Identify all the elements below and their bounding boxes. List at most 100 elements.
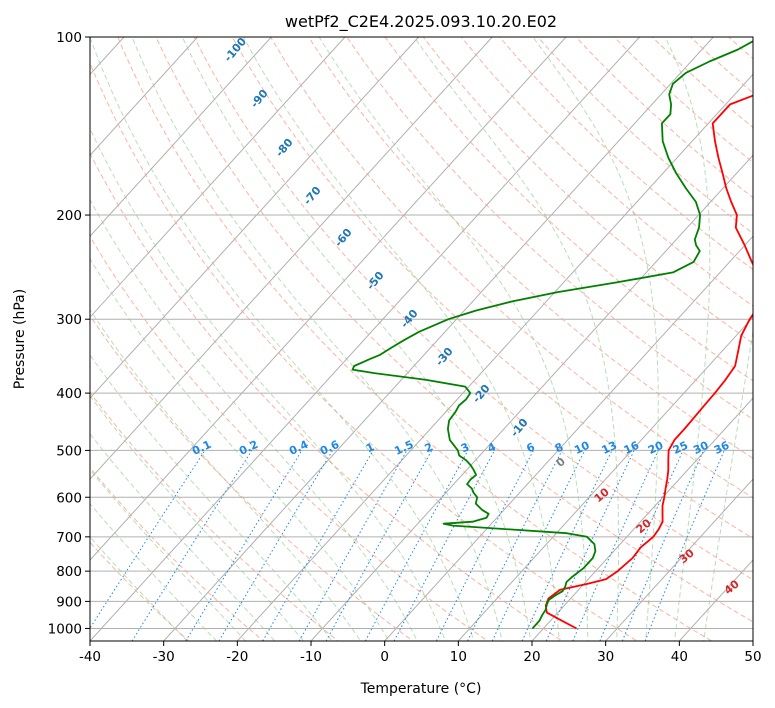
dry-adiabat-line <box>90 235 489 641</box>
dewpoint-line <box>351 40 753 630</box>
isotherm-line <box>531 397 753 641</box>
mixing-ratio-label: 25 <box>671 439 690 457</box>
isotherm-line <box>90 37 640 641</box>
data-lines <box>351 40 753 630</box>
isotherm-line <box>90 37 567 561</box>
dry-adiabat-line <box>193 37 753 581</box>
moist-adiabat-line <box>243 37 560 641</box>
dry-adiabat-label: -20 <box>470 382 493 406</box>
mixing-ratio-label: 0.2 <box>237 438 260 458</box>
moist-adiabat-line <box>90 257 390 641</box>
dry-adiabat-label: -40 <box>398 307 421 331</box>
mixing-ratio-label: 20 <box>646 439 666 457</box>
dry-adiabat-line <box>90 152 564 641</box>
dry-adiabat-line <box>308 37 753 459</box>
dry-adiabat-line <box>752 24 775 653</box>
moist-adiabat-label: 0 <box>554 455 568 470</box>
dry-adiabat-line <box>384 37 753 382</box>
isotherm-line <box>90 37 419 399</box>
mixing-ratio-label: 0.1 <box>190 438 213 458</box>
mixing-ratio-label: 0.6 <box>318 438 341 458</box>
dry-adiabat-line <box>90 541 190 641</box>
mixing-ratio-line <box>435 450 534 641</box>
moist-adiabat-line <box>90 354 333 641</box>
moist-adiabat-label: 30 <box>677 546 697 566</box>
x-tick-label: 50 <box>744 649 761 665</box>
x-tick-label: -20 <box>226 649 248 665</box>
moist-adiabat-line <box>90 536 188 641</box>
y-tick-label: 900 <box>56 594 82 610</box>
mixing-ratio-label: 3 <box>459 440 471 455</box>
dry-adiabat-line <box>727 37 753 60</box>
moist-adiabat-line <box>532 37 659 641</box>
moist-adiabat-line <box>703 327 753 641</box>
isotherm-line <box>384 235 753 641</box>
x-tick-label: 20 <box>523 649 540 665</box>
temperature-line <box>544 94 753 630</box>
mixing-ratio-label: 30 <box>691 439 711 457</box>
moist-adiabat-line <box>90 198 418 641</box>
mixing-ratio-line <box>491 450 586 641</box>
mixing-ratio-line <box>262 450 374 641</box>
y-tick-label: 700 <box>56 530 82 546</box>
x-tick-label: 0 <box>380 649 389 665</box>
mixing-ratio-line <box>621 450 705 641</box>
plot-frame <box>89 36 754 642</box>
mixing-ratio-label: 16 <box>622 439 642 457</box>
y-tick-label: 100 <box>56 30 82 46</box>
dry-adiabat-line <box>155 37 753 623</box>
mixing-ratio-line <box>572 450 659 641</box>
dry-adiabat-line <box>90 391 340 641</box>
mixing-ratio-label: 36 <box>712 439 732 457</box>
x-tick-label: -40 <box>79 649 101 665</box>
y-tick-label: 300 <box>56 312 82 328</box>
isotherm-line <box>457 316 753 641</box>
mixing-ratio-label: 13 <box>600 439 619 457</box>
x-tick-label: 30 <box>597 649 614 665</box>
dry-adiabat-line <box>90 466 265 641</box>
isotherm-line <box>90 37 198 156</box>
mixing-ratio-line <box>467 450 563 641</box>
dry-adiabat-label: -90 <box>248 87 271 111</box>
y-tick-label: 200 <box>56 208 82 224</box>
x-tick-label: 10 <box>450 649 467 665</box>
y-tick-label: 600 <box>56 490 82 506</box>
mixing-ratio-line <box>298 450 408 641</box>
moist-adiabat-label: 40 <box>722 577 742 597</box>
dry-adiabat-line <box>269 37 753 499</box>
chart-title: wetPf2_C2E4.2025.093.10.20.E02 <box>285 12 557 32</box>
dry-adiabat-line <box>537 37 753 235</box>
mixing-ratio-line <box>545 450 635 641</box>
moist-adiabat-line <box>90 308 362 641</box>
y-tick-label: 1000 <box>48 621 82 637</box>
x-axis-label: Temperature (°C) <box>360 681 482 697</box>
moist-adiabat-line <box>90 127 447 641</box>
isotherm-line <box>236 73 753 641</box>
moist-adiabat-line <box>664 37 711 641</box>
dry-adiabat-label: -70 <box>301 184 324 208</box>
dry-adiabat-label: -30 <box>433 345 456 369</box>
dry-adiabat-line <box>575 37 753 199</box>
y-axis-label: Pressure (hPa) <box>12 289 28 389</box>
dry-adiabat-line <box>117 37 713 641</box>
isotherm-line <box>163 37 714 641</box>
mixing-ratio-label: 6 <box>524 440 537 455</box>
dry-adiabat-line <box>90 314 414 641</box>
y-tick-label: 800 <box>56 564 82 580</box>
mixing-ratio-line <box>393 450 496 641</box>
isotherm-line <box>90 37 493 480</box>
moist-adiabat-label: 20 <box>634 516 654 536</box>
isotherm-line <box>90 37 346 318</box>
dry-adiabat-line <box>460 37 753 307</box>
x-tick-label: -10 <box>300 649 322 665</box>
moist-adiabat-line <box>90 503 218 641</box>
x-tick-label: 40 <box>671 649 688 665</box>
background-lines <box>90 24 775 653</box>
axis-ticks: -40 -30 -20 -10 0 10 20 30 40 5010009008007006005… <box>48 30 762 665</box>
dry-adiabat-line <box>231 37 753 540</box>
isotherm-line <box>752 640 753 641</box>
mixing-ratio-label: 1 <box>364 440 376 455</box>
mixing-ratio-label: 4 <box>485 440 498 455</box>
mixing-ratio-line <box>90 450 206 630</box>
